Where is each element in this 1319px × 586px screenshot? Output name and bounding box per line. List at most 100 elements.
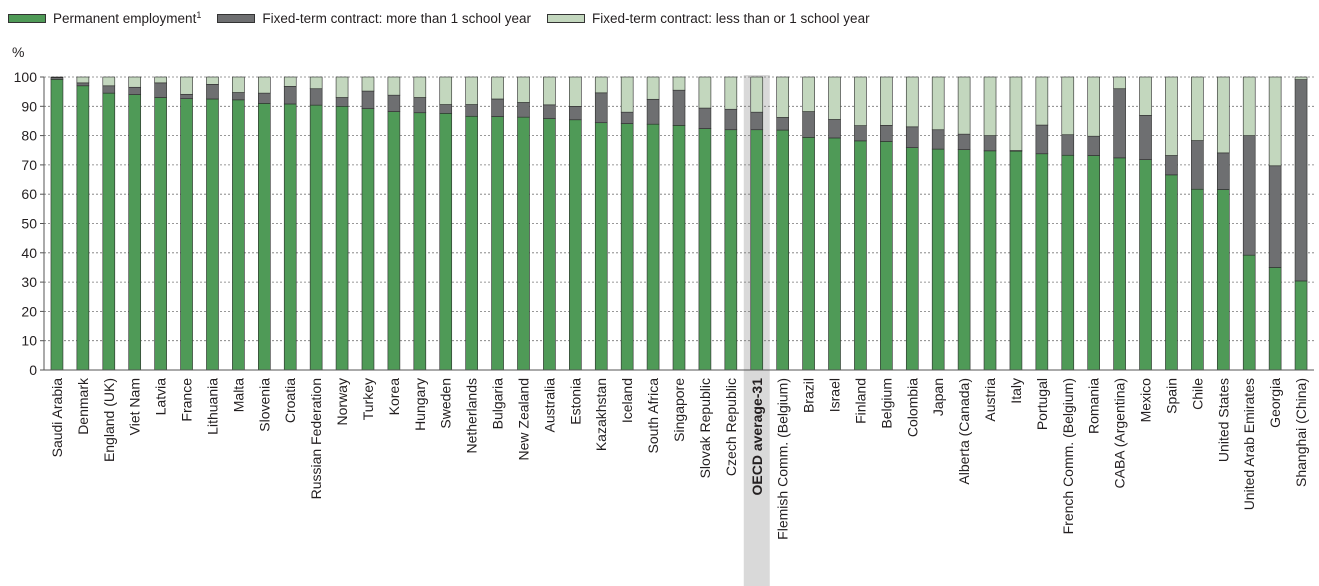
bar-segment-series-1	[931, 129, 945, 150]
x-tick-label: New Zealand	[515, 378, 531, 461]
legend-label-fixed-long: Fixed-term contract: more than 1 school …	[262, 10, 531, 26]
y-tick-label: 80	[21, 128, 37, 144]
bar-segment-series-0	[1009, 150, 1023, 371]
bar-segment-series-1	[905, 126, 919, 148]
bar-segment-series-0	[283, 103, 297, 371]
y-tick-label: 30	[21, 274, 37, 290]
bar-segment-series-2	[802, 76, 815, 112]
x-tick-label: Brazil	[801, 378, 817, 413]
bar-segment-series-2	[128, 76, 142, 88]
bar-segment-series-0	[594, 122, 608, 371]
x-tick-label: Hungary	[412, 378, 428, 431]
bar-segment-series-2	[180, 76, 193, 95]
legend-item-permanent: Permanent employment1	[8, 10, 201, 26]
bar-segment-series-2	[465, 76, 478, 105]
bar-segment-series-0	[413, 112, 427, 371]
bar-segment-series-0	[439, 113, 453, 371]
y-tick-label: 40	[21, 245, 37, 261]
x-tick-label: Colombia	[904, 378, 920, 437]
bar-segment-series-2	[1009, 76, 1023, 151]
x-tick-label: Flemish Comm. (Belgium)	[775, 378, 791, 540]
bar-segment-series-2	[517, 76, 530, 103]
bar-segment-series-0	[698, 128, 712, 371]
y-tick-label: 100	[14, 69, 38, 85]
bar-segment-series-2	[543, 76, 556, 106]
bar-segment-series-1	[854, 125, 867, 142]
bar-segment-series-1	[1113, 88, 1126, 159]
bar-segment-series-0	[76, 85, 90, 371]
bar-segment-series-2	[491, 76, 504, 100]
bar-segment-series-0	[154, 97, 167, 371]
bar-segment-series-0	[361, 108, 375, 371]
bar-segment-series-2	[413, 76, 427, 98]
bar-segment-series-2	[1087, 76, 1100, 137]
bar-segment-series-1	[1216, 152, 1230, 190]
x-tick-label: France	[179, 378, 195, 422]
x-tick-label: CABA (Argentina)	[1112, 378, 1128, 489]
x-tick-label: Spain	[1163, 378, 1179, 414]
y-tick-label: 90	[21, 98, 37, 114]
x-tick-label: French Comm. (Belgium)	[1060, 378, 1076, 534]
bar-segment-series-2	[854, 76, 867, 126]
bar-segment-series-0	[1113, 157, 1126, 371]
bar-segment-series-2	[957, 76, 971, 135]
bar-segment-series-1	[180, 93, 193, 99]
bar-segment-series-2	[983, 76, 997, 136]
bar-segment-series-0	[1165, 174, 1178, 371]
x-tick-label: OECD average-31	[749, 378, 765, 496]
x-tick-label: Kazakhstan	[593, 378, 609, 451]
bar-segment-series-2	[1242, 76, 1256, 136]
bar-segment-series-1	[724, 108, 738, 131]
bar-segment-series-2	[698, 76, 712, 109]
bar-segment-series-0	[206, 98, 219, 371]
x-tick-label: Slovak Republic	[697, 378, 713, 478]
x-tick-label: Chile	[1189, 378, 1205, 410]
x-tick-label: Norway	[334, 378, 350, 425]
bar-segment-series-1	[283, 86, 297, 105]
legend-label-fixed-short: Fixed-term contract: less than or 1 scho…	[591, 10, 870, 26]
bar-segment-series-1	[672, 89, 686, 126]
bar-segment-series-2	[828, 76, 841, 120]
x-tick-label: Alberta (Canada)	[956, 378, 972, 485]
bar-segment-series-1	[983, 135, 997, 152]
bar-segment-series-2	[750, 76, 764, 113]
x-tick-label: Latvia	[153, 378, 169, 416]
x-tick-label: Georgia	[1267, 378, 1283, 428]
bar-segment-series-2	[309, 76, 323, 90]
x-tick-label: Australia	[541, 378, 557, 433]
bar-segment-series-2	[672, 76, 686, 91]
bar-segment-series-0	[1061, 154, 1075, 371]
bar-segment-series-0	[258, 103, 271, 371]
bar-segment-series-1	[258, 92, 271, 104]
x-tick-label: Saudi Arabia	[49, 378, 65, 458]
bar-segment-series-0	[931, 148, 945, 371]
bar-segment-series-2	[776, 76, 789, 118]
bar-segment-series-0	[569, 119, 582, 371]
bar-segment-series-1	[309, 88, 323, 106]
bar-segment-series-1	[698, 107, 712, 129]
bar-segment-series-0	[776, 129, 789, 371]
bar-segment-series-0	[750, 129, 764, 371]
bar-segment-series-2	[1139, 76, 1152, 116]
x-tick-label: Iceland	[619, 378, 635, 423]
bar-segment-series-1	[957, 133, 971, 150]
bar-segment-series-1	[1087, 135, 1100, 156]
bar-segment-series-1	[594, 92, 608, 124]
x-tick-label: Croatia	[282, 378, 298, 423]
bar-segment-series-2	[232, 76, 245, 93]
x-tick-label: Israel	[827, 378, 843, 412]
bar-segment-series-2	[335, 76, 349, 98]
bar-segment-series-2	[76, 76, 90, 84]
bar-segment-series-2	[905, 76, 919, 128]
bar-segment-series-1	[465, 104, 478, 117]
chart-legend: Permanent employment1 Fixed-term contrac…	[8, 8, 886, 28]
x-tick-label: Singapore	[671, 378, 687, 442]
bar-segment-series-2	[1268, 76, 1282, 167]
bar-segment-series-1	[802, 111, 815, 138]
bar-segment-series-0	[854, 140, 867, 371]
bar-segment-series-1	[776, 117, 789, 131]
legend-item-fixed-short: Fixed-term contract: less than or 1 scho…	[546, 10, 870, 26]
x-tick-label: Czech Republic	[723, 378, 739, 476]
y-tick-label: 0	[29, 362, 37, 378]
